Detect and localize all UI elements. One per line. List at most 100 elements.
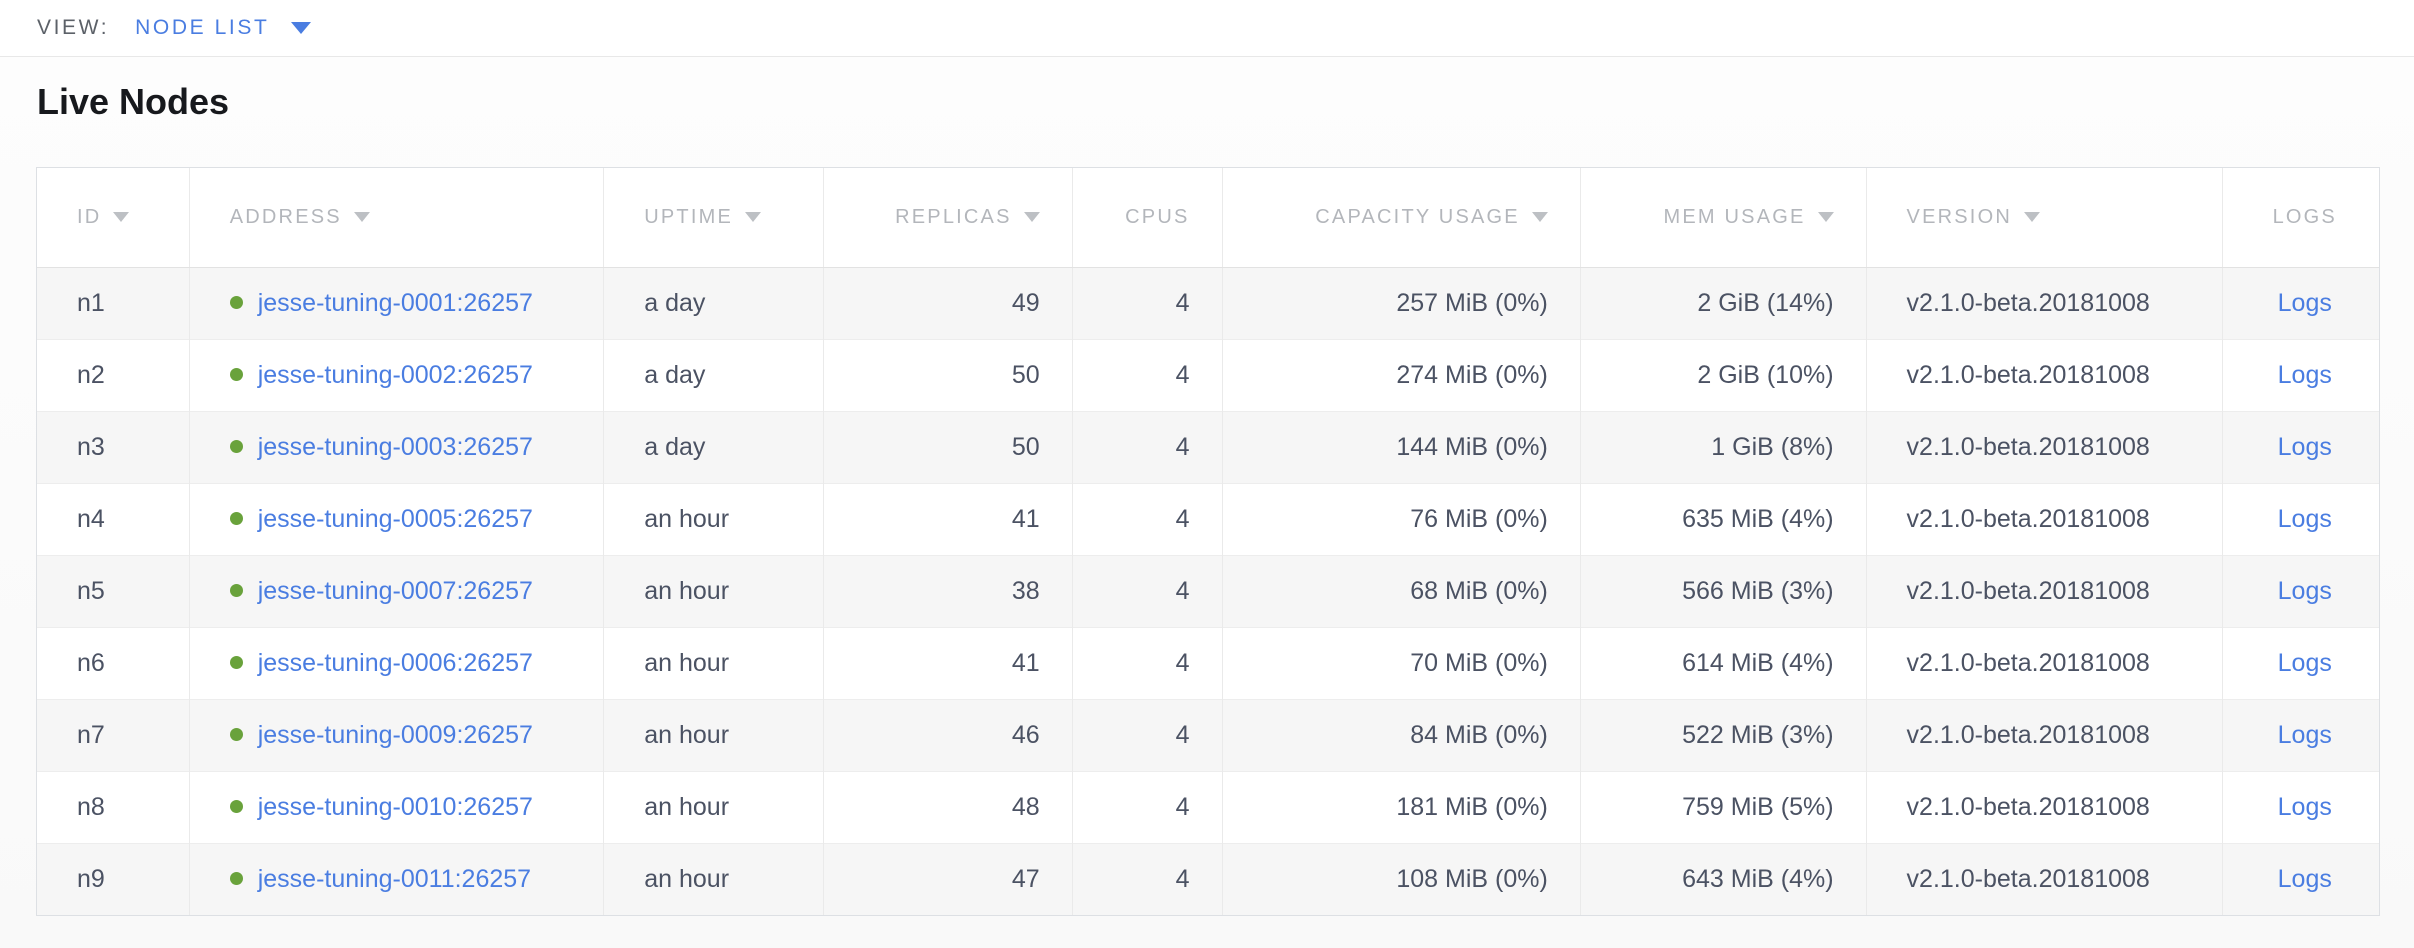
cell-value: an hour (644, 648, 730, 677)
cell-replicas: 46 (823, 698, 1073, 771)
cell-id: n2 (37, 338, 190, 411)
live-status-dot (229, 583, 243, 597)
address-link[interactable]: jesse-tuning-0007:26257 (257, 576, 533, 605)
address-link[interactable]: jesse-tuning-0009:26257 (257, 720, 533, 749)
cell-value: 4 (1175, 792, 1190, 821)
column-header-label: VERSION (1906, 205, 2012, 228)
cell-uptime: an hour (603, 842, 824, 915)
cell-value: 48 (1011, 792, 1040, 821)
cell-version: v2.1.0-beta.20181008 (1865, 266, 2223, 339)
cell-logs: Logs (2221, 338, 2379, 411)
cell-value: 4 (1175, 288, 1190, 317)
column-header-mem[interactable]: MEM USAGE (1579, 168, 1867, 268)
table-header-row: ID ADDRESS UPTIME REPLICAS CPUS CAPACITY… (37, 168, 2379, 268)
logs-link[interactable]: Logs (2277, 576, 2332, 605)
address-link[interactable]: jesse-tuning-0001:26257 (257, 288, 533, 317)
view-selector-dropdown[interactable]: NODE LIST (135, 16, 312, 40)
cell-value: 2 GiB (14%) (1697, 288, 1834, 317)
address-link[interactable]: jesse-tuning-0010:26257 (257, 792, 533, 821)
sort-descending-icon (745, 211, 762, 222)
content-area: Live Nodes ID ADDRESS UPTIME REPLICAS CP… (0, 57, 2414, 948)
cell-version: v2.1.0-beta.20181008 (1865, 482, 2223, 555)
cell-value: n6 (77, 648, 105, 677)
cell-value: v2.1.0-beta.20181008 (1906, 792, 2150, 821)
address-link[interactable]: jesse-tuning-0005:26257 (257, 504, 533, 533)
logs-link[interactable]: Logs (2277, 648, 2332, 677)
logs-link[interactable]: Logs (2277, 360, 2332, 389)
cell-value: 41 (1011, 648, 1040, 677)
address-link[interactable]: jesse-tuning-0003:26257 (257, 432, 533, 461)
cell-value: n1 (77, 288, 105, 317)
cell-id: n7 (37, 698, 190, 771)
cell-value: v2.1.0-beta.20181008 (1906, 360, 2150, 389)
logs-link[interactable]: Logs (2277, 504, 2332, 533)
logs-link[interactable]: Logs (2277, 792, 2332, 821)
live-status-dot (229, 295, 243, 309)
cell-value: 4 (1175, 864, 1190, 893)
logs-link[interactable]: Logs (2277, 720, 2332, 749)
cell-value: 4 (1175, 432, 1190, 461)
column-header-id[interactable]: ID (37, 168, 190, 268)
column-header-address[interactable]: ADDRESS (188, 168, 604, 268)
column-header-uptime[interactable]: UPTIME (603, 168, 824, 268)
cell-cpus: 4 (1071, 842, 1223, 915)
cell-value: 49 (1011, 288, 1040, 317)
cell-value: 1 GiB (8%) (1711, 432, 1834, 461)
cell-replicas: 38 (823, 554, 1073, 627)
column-header-replicas[interactable]: REPLICAS (823, 168, 1073, 268)
sort-descending-icon (1817, 211, 1834, 222)
cell-value: 4 (1175, 648, 1190, 677)
cell-replicas: 48 (823, 770, 1073, 843)
table-body: n1 jesse-tuning-0001:26257 a day 49 4 257 MiB… (37, 266, 2379, 915)
cell-value: 144 MiB (0%) (1396, 432, 1548, 461)
cell-value: 108 MiB (0%) (1396, 864, 1548, 893)
cell-capacity: 76 MiB (0%) (1221, 482, 1581, 555)
cell-value: an hour (644, 720, 730, 749)
address-link[interactable]: jesse-tuning-0011:26257 (257, 864, 532, 893)
cell-version: v2.1.0-beta.20181008 (1865, 410, 2223, 483)
node-row: n2 jesse-tuning-0002:26257 a day 50 4 274 MiB… (37, 338, 2379, 411)
cell-mem: 566 MiB (3%) (1579, 554, 1867, 627)
cell-value: a day (644, 288, 706, 317)
logs-link[interactable]: Logs (2277, 288, 2332, 317)
logs-link[interactable]: Logs (2277, 864, 2332, 893)
column-header-capacity[interactable]: CAPACITY USAGE (1221, 168, 1581, 268)
cell-cpus: 4 (1071, 698, 1223, 771)
cell-capacity: 181 MiB (0%) (1221, 770, 1581, 843)
cell-id: n3 (37, 410, 190, 483)
address-link[interactable]: jesse-tuning-0002:26257 (257, 360, 533, 389)
node-row: n7 jesse-tuning-0009:26257 an hour 46 4 84 Mi… (37, 698, 2379, 771)
cell-cpus: 4 (1071, 410, 1223, 483)
column-header-version[interactable]: VERSION (1865, 168, 2223, 268)
column-header-logs: LOGS (2221, 168, 2379, 268)
cell-value: v2.1.0-beta.20181008 (1906, 504, 2150, 533)
cell-replicas: 50 (823, 410, 1073, 483)
node-row: n3 jesse-tuning-0003:26257 a day 50 4 144 MiB… (37, 410, 2379, 483)
cell-logs: Logs (2221, 554, 2379, 627)
cell-logs: Logs (2221, 626, 2379, 699)
cell-logs: Logs (2221, 842, 2379, 915)
cell-uptime: an hour (603, 482, 824, 555)
cell-value: n5 (77, 576, 105, 605)
node-row: n4 jesse-tuning-0005:26257 an hour 41 4 76 Mi… (37, 482, 2379, 555)
logs-link[interactable]: Logs (2277, 432, 2332, 461)
cell-value: an hour (644, 864, 730, 893)
node-row: n9 jesse-tuning-0011:26257 an hour 47 4 108 M… (37, 842, 2379, 915)
cell-value: a day (644, 432, 706, 461)
cell-value: 274 MiB (0%) (1396, 360, 1548, 389)
cell-value: 47 (1011, 864, 1040, 893)
cell-value: an hour (644, 792, 730, 821)
cell-version: v2.1.0-beta.20181008 (1865, 698, 2223, 771)
cell-value: 50 (1011, 360, 1040, 389)
cell-value: 84 MiB (0%) (1410, 720, 1548, 749)
cell-mem: 2 GiB (10%) (1579, 338, 1867, 411)
cell-address: jesse-tuning-0011:26257 (188, 842, 604, 915)
cell-value: 4 (1175, 360, 1190, 389)
cell-address: jesse-tuning-0007:26257 (188, 554, 604, 627)
column-header-label: CPUS (1125, 205, 1190, 228)
cell-logs: Logs (2221, 770, 2379, 843)
cell-id: n9 (37, 842, 190, 915)
cell-uptime: an hour (603, 626, 824, 699)
cell-value: n3 (77, 432, 105, 461)
address-link[interactable]: jesse-tuning-0006:26257 (257, 648, 533, 677)
